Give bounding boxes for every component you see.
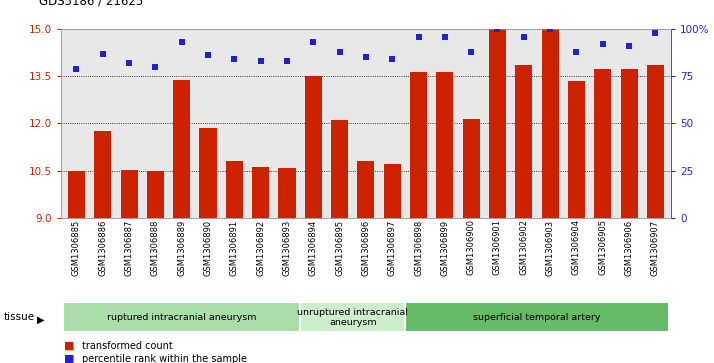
Bar [252, 167, 269, 218]
Text: GSM1306902: GSM1306902 [519, 219, 528, 276]
Text: GSM1306893: GSM1306893 [283, 219, 291, 276]
Point [334, 49, 346, 54]
Text: GSM1306898: GSM1306898 [414, 219, 423, 276]
Text: GSM1306892: GSM1306892 [256, 219, 265, 276]
Bar [463, 119, 480, 218]
Bar [410, 73, 427, 218]
Point [281, 58, 293, 64]
Text: ▶: ▶ [37, 315, 45, 325]
Text: GSM1306890: GSM1306890 [203, 219, 213, 276]
Text: tissue: tissue [4, 312, 35, 322]
Point [439, 34, 451, 40]
Text: GSM1306899: GSM1306899 [441, 219, 449, 276]
Bar [647, 65, 664, 218]
Text: GSM1306885: GSM1306885 [72, 219, 81, 276]
Bar [331, 120, 348, 218]
Text: GSM1306891: GSM1306891 [230, 219, 239, 276]
Point [466, 49, 477, 54]
Bar [226, 160, 243, 218]
Point [518, 34, 530, 40]
Bar [121, 170, 138, 218]
Bar [94, 131, 111, 218]
Bar [516, 65, 533, 218]
Text: ruptured intracranial aneurysm: ruptured intracranial aneurysm [107, 313, 256, 322]
Bar [199, 127, 216, 218]
Text: GSM1306906: GSM1306906 [625, 219, 633, 276]
Point [255, 58, 266, 64]
Point [97, 51, 109, 57]
Text: GSM1306896: GSM1306896 [361, 219, 371, 276]
Text: GSM1306901: GSM1306901 [493, 219, 502, 276]
Text: ■: ■ [64, 340, 75, 351]
Text: GSM1306895: GSM1306895 [335, 219, 344, 276]
Bar [68, 171, 85, 218]
Bar [300, 302, 406, 332]
Point [360, 54, 371, 60]
Point [650, 30, 661, 36]
Point [623, 43, 635, 49]
Bar [358, 160, 374, 218]
Text: superficial temporal artery: superficial temporal artery [473, 313, 600, 322]
Bar [147, 171, 164, 218]
Text: GSM1306900: GSM1306900 [467, 219, 476, 276]
Text: ■: ■ [64, 354, 75, 363]
Bar [174, 80, 191, 218]
Bar [278, 168, 296, 218]
Bar [489, 29, 506, 218]
Point [71, 66, 82, 72]
Bar [305, 76, 322, 218]
Bar [541, 29, 558, 218]
Text: GSM1306907: GSM1306907 [651, 219, 660, 276]
Text: GSM1306894: GSM1306894 [308, 219, 318, 276]
Point [570, 49, 582, 54]
Text: GSM1306904: GSM1306904 [572, 219, 581, 276]
Point [544, 26, 555, 32]
Bar [620, 69, 638, 218]
Text: GSM1306888: GSM1306888 [151, 219, 160, 276]
Bar [436, 72, 453, 218]
Text: GSM1306905: GSM1306905 [598, 219, 607, 276]
Text: transformed count: transformed count [82, 340, 173, 351]
Point [308, 39, 319, 45]
Point [597, 41, 608, 47]
Bar [406, 302, 668, 332]
Point [413, 34, 424, 40]
Point [202, 53, 213, 58]
Text: percentile rank within the sample: percentile rank within the sample [82, 354, 247, 363]
Bar [64, 302, 300, 332]
Point [150, 64, 161, 70]
Point [176, 39, 188, 45]
Text: GSM1306886: GSM1306886 [99, 219, 107, 276]
Point [492, 26, 503, 32]
Point [124, 60, 135, 66]
Bar [568, 81, 585, 218]
Point [386, 56, 398, 62]
Text: unruptured intracranial
aneurysm: unruptured intracranial aneurysm [297, 307, 408, 327]
Point [228, 56, 240, 62]
Text: GDS5186 / 21625: GDS5186 / 21625 [39, 0, 144, 7]
Text: GSM1306889: GSM1306889 [177, 219, 186, 276]
Bar [594, 69, 611, 218]
Text: GSM1306903: GSM1306903 [545, 219, 555, 276]
Text: GSM1306897: GSM1306897 [388, 219, 397, 276]
Text: GSM1306887: GSM1306887 [125, 219, 134, 276]
Bar [383, 164, 401, 218]
